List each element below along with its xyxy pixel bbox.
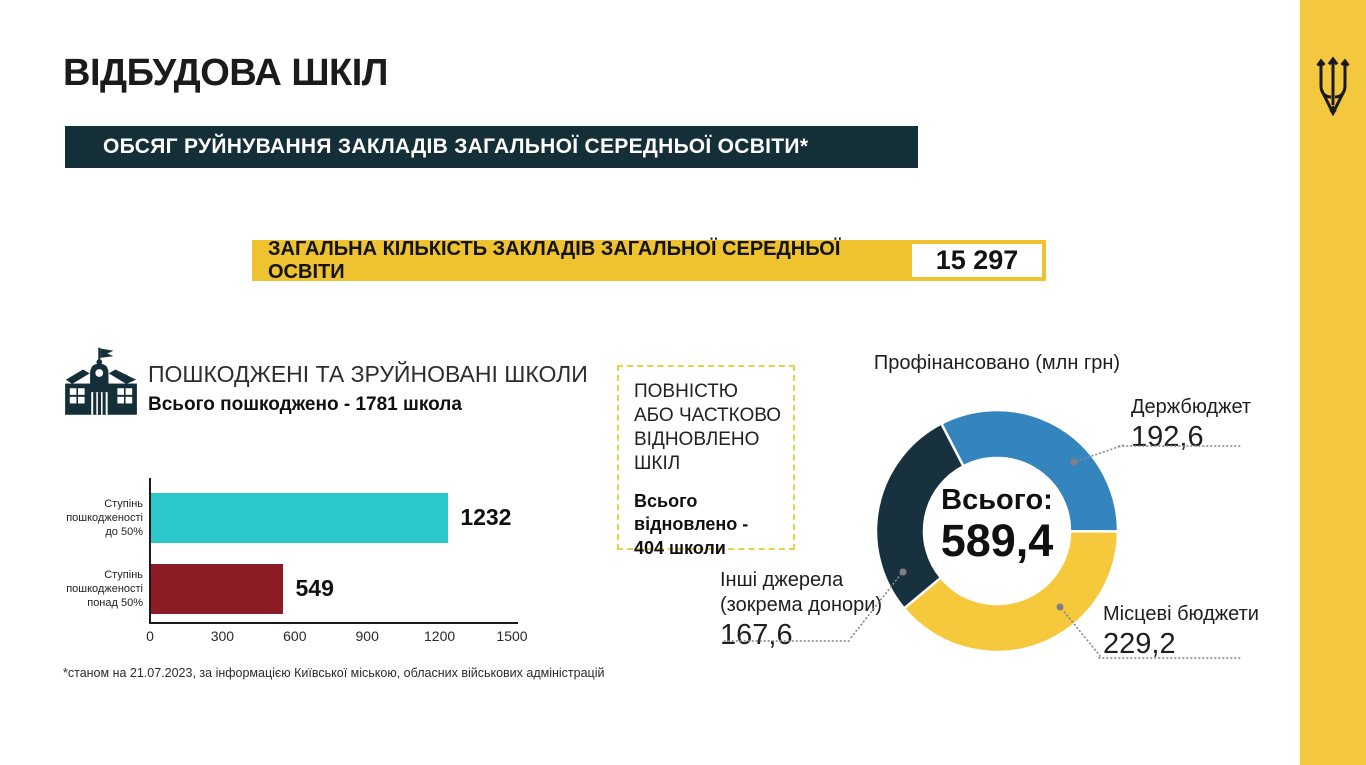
x-tick-label: 600 xyxy=(283,628,307,644)
damaged-subtitle: Всього пошкоджено - 1781 школа xyxy=(148,394,462,415)
restored-title: ПОВНІСТЮ АБО ЧАСТКОВО ВІДНОВЛЕНО ШКІЛ xyxy=(634,381,782,475)
donut-center-label: Всього: xyxy=(941,484,1053,516)
damaged-heading: ПОШКОДЖЕНІ ТА ЗРУЙНОВАНІ ШКОЛИ xyxy=(148,361,588,387)
restored-subtitle: Всього відновлено - 404 школи xyxy=(634,490,749,559)
x-axis xyxy=(149,622,518,624)
y-axis xyxy=(149,478,151,624)
donut-slice xyxy=(874,421,966,611)
donut-center-value: 589,4 xyxy=(940,515,1054,566)
donut-slice xyxy=(939,408,1120,533)
restored-box: ПОВНІСТЮ АБО ЧАСТКОВО ВІДНОВЛЕНО ШКІЛ Вс… xyxy=(617,365,795,558)
slice-label-state-budget: Держбюджет 192,6 xyxy=(1131,395,1251,454)
x-tick-label: 1500 xyxy=(496,628,528,644)
x-tick-label: 0 xyxy=(146,628,154,644)
bar-category-label: Ступінь пошкодженості до 50% xyxy=(66,497,143,539)
bar-category-label: Ступінь пошкодженості понад 50% xyxy=(66,568,143,610)
slice-value: 192,6 xyxy=(1131,421,1204,453)
slice-name: Інші джерела (зокрема донори) xyxy=(720,569,883,616)
total-schools-value: 15 297 xyxy=(912,244,1042,277)
bar-damaged-under-50 xyxy=(151,493,449,543)
x-tick-label: 300 xyxy=(210,628,235,644)
tryzub-emblem xyxy=(1316,56,1350,117)
slice-name: Держбюджет xyxy=(1131,396,1252,418)
x-tick-label: 900 xyxy=(355,628,379,644)
bar-value-label: 549 xyxy=(295,575,334,601)
total-schools-banner: ЗАГАЛЬНА КІЛЬКІСТЬ ЗАКЛАДІВ ЗАГАЛЬНОЇ СЕ… xyxy=(252,237,1046,283)
slice-label-local-budgets: Місцеві бюджети 229,2 xyxy=(1103,602,1259,661)
slice-value: 167,6 xyxy=(720,619,793,651)
bar-damaged-over-50 xyxy=(151,564,284,614)
slice-label-other-sources: Інші джерела (зокрема донори) 167,6 xyxy=(720,568,882,652)
section-banner: ОБСЯГ РУЙНУВАННЯ ЗАКЛАДІВ ЗАГАЛЬНОЇ СЕРЕ… xyxy=(65,126,918,168)
accent-stripe xyxy=(1300,0,1366,765)
school-icon xyxy=(65,347,137,415)
x-tick-label: 1200 xyxy=(424,628,456,644)
footnote: *станом на 21.07.2023, за інформацією Ки… xyxy=(63,666,605,680)
section-banner-label: ОБСЯГ РУЙНУВАННЯ ЗАКЛАДІВ ЗАГАЛЬНОЇ СЕРЕ… xyxy=(103,135,809,158)
bar-value-label: 1232 xyxy=(460,504,512,530)
slice-name: Місцеві бюджети xyxy=(1103,603,1259,625)
donut-center: Всього: 589,4 xyxy=(897,484,1097,564)
total-schools-label: ЗАГАЛЬНА КІЛЬКІСТЬ ЗАКЛАДІВ ЗАГАЛЬНОЇ СЕ… xyxy=(268,237,841,283)
page-title: ВІДБУДОВА ШКІЛ xyxy=(63,52,388,94)
donut-title: Профінансовано (млн грн) xyxy=(873,352,1121,374)
slice-value: 229,2 xyxy=(1103,628,1176,660)
